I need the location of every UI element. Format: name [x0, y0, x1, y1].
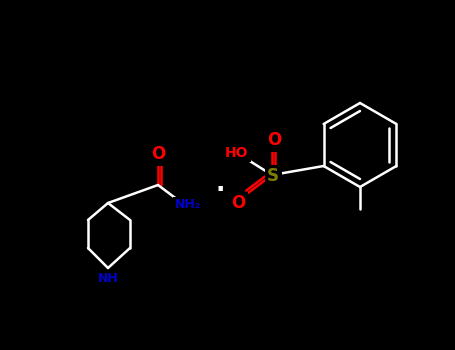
Text: NH₂: NH₂ [175, 198, 201, 211]
Text: O: O [151, 145, 165, 163]
Text: O: O [267, 131, 281, 149]
Text: S: S [267, 167, 279, 185]
Text: NH: NH [98, 272, 118, 285]
Text: ·: · [215, 178, 225, 202]
Text: HO: HO [225, 146, 249, 160]
Text: O: O [231, 194, 245, 212]
